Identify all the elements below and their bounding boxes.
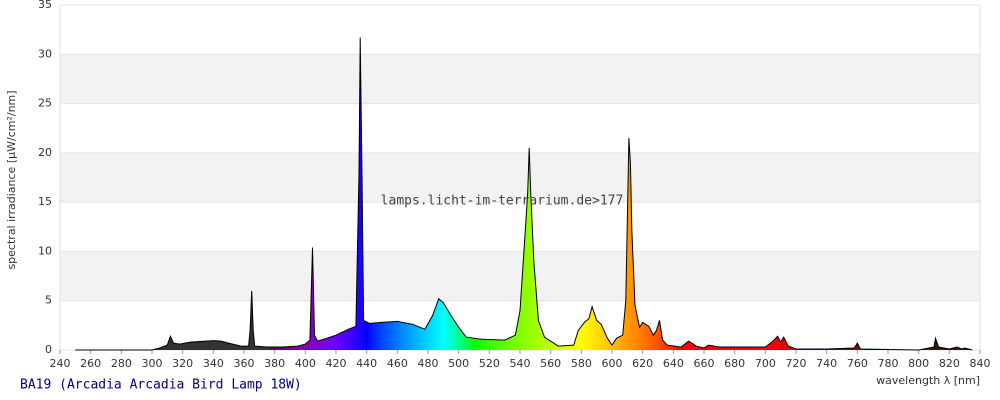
x-tick-label: 740 xyxy=(816,357,837,370)
x-tick-label: 660 xyxy=(694,357,715,370)
y-tick-label: 30 xyxy=(38,47,52,60)
x-tick-label: 540 xyxy=(510,357,531,370)
x-tick-label: 620 xyxy=(632,357,653,370)
y-tick-label: 10 xyxy=(38,244,52,257)
x-tick-label: 280 xyxy=(111,357,132,370)
watermark: lamps.licht-im-terrarium.de>177 xyxy=(381,194,624,209)
y-tick-label: 0 xyxy=(45,343,52,356)
x-tick-label: 820 xyxy=(939,357,960,370)
x-tick-label: 340 xyxy=(203,357,224,370)
x-tick-label: 840 xyxy=(970,357,991,370)
x-tick-label: 380 xyxy=(264,357,285,370)
x-tick-label: 700 xyxy=(755,357,776,370)
x-tick-label: 440 xyxy=(356,357,377,370)
y-tick-label: 5 xyxy=(45,294,52,307)
x-tick-label: 780 xyxy=(878,357,899,370)
x-tick-label: 760 xyxy=(847,357,868,370)
y-axis-label: spectral irradiance [µW/cm²/nm] xyxy=(5,90,18,269)
x-tick-label: 680 xyxy=(724,357,745,370)
x-tick-label: 400 xyxy=(295,357,316,370)
x-tick-label: 500 xyxy=(448,357,469,370)
y-tick-label: 20 xyxy=(38,146,52,159)
x-tick-label: 300 xyxy=(142,357,163,370)
x-tick-label: 720 xyxy=(786,357,807,370)
x-tick-label: 460 xyxy=(387,357,408,370)
y-tick-label: 25 xyxy=(38,97,52,110)
x-tick-label: 480 xyxy=(418,357,439,370)
x-tick-label: 580 xyxy=(571,357,592,370)
x-tick-label: 260 xyxy=(80,357,101,370)
grid-band xyxy=(60,251,980,301)
grid-band xyxy=(60,152,980,203)
x-axis-label: wavelength λ [nm] xyxy=(876,374,980,387)
spectrum-area xyxy=(75,37,973,350)
x-tick-label: 360 xyxy=(234,357,255,370)
x-tick-label: 520 xyxy=(479,357,500,370)
grid-band xyxy=(60,54,980,104)
x-tick-label: 560 xyxy=(540,357,561,370)
y-tick-label: 35 xyxy=(38,0,52,11)
spectrum-outline xyxy=(75,37,973,351)
x-tick-label: 640 xyxy=(663,357,684,370)
x-tick-label: 320 xyxy=(172,357,193,370)
x-tick-label: 600 xyxy=(602,357,623,370)
y-tick-label: 15 xyxy=(38,195,52,208)
x-tick-label: 800 xyxy=(908,357,929,370)
x-tick-label: 240 xyxy=(50,357,71,370)
x-tick-label: 420 xyxy=(326,357,347,370)
chart-title: BA19 (Arcadia Arcadia Bird Lamp 18W) xyxy=(20,378,302,393)
